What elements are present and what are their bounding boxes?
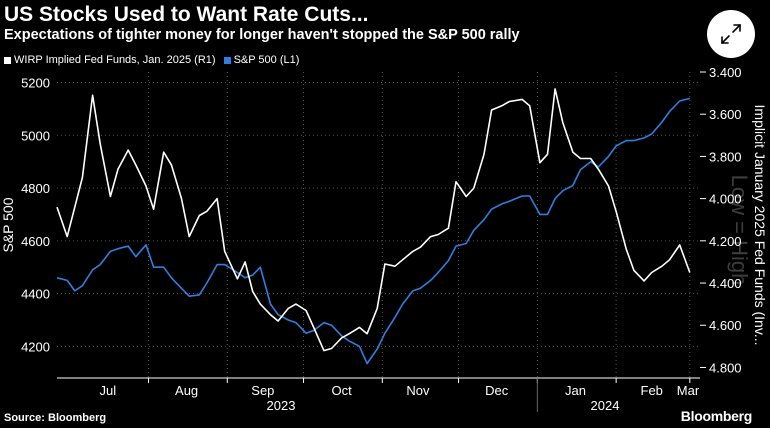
x-tick-label: Feb xyxy=(641,383,663,398)
x-tick-label: Oct xyxy=(332,383,353,398)
y-right-tick-label: 4.600 xyxy=(709,318,742,333)
y-right-tick-label: 3.800 xyxy=(709,149,742,164)
y-right-axis-title: Implicit January 2025 Fed Funds (Inv... xyxy=(752,105,768,346)
legend-label-spx: S&P 500 (L1) xyxy=(233,54,300,66)
x-tick-label: Nov xyxy=(406,383,430,398)
x-tick-label: Sep xyxy=(251,383,274,398)
legend-item-wirp: WIRP Implied Fed Funds, Jan. 2025 (R1) xyxy=(4,54,216,66)
y-left-tick-label: 4800 xyxy=(21,181,50,196)
y-right-tick-label: 4.200 xyxy=(709,234,742,249)
watermark-label: Low = High xyxy=(727,175,752,286)
y-left-tick-label: 5200 xyxy=(21,76,50,91)
bloomberg-logo: Bloomberg xyxy=(680,408,753,424)
legend-item-spx: S&P 500 (L1) xyxy=(223,54,300,66)
y-right-tick-label: 4.800 xyxy=(709,360,742,375)
legend-swatch-spx xyxy=(223,56,231,64)
y-right-tick-label: 4.000 xyxy=(709,192,742,207)
x-year-label: 2023 xyxy=(267,398,296,413)
source-note: Source: Bloomberg xyxy=(4,412,107,424)
expand-arrows-icon xyxy=(721,24,741,44)
x-tick-label: Dec xyxy=(485,383,509,398)
x-tick-label: Jul xyxy=(100,383,117,398)
chart-title: US Stocks Used to Want Rate Cuts... xyxy=(4,3,369,26)
x-year-label: 2024 xyxy=(591,398,620,413)
spx-series-line xyxy=(56,97,690,365)
y-right-tick-label: 3.400 xyxy=(709,65,742,80)
chart-legend: WIRP Implied Fed Funds, Jan. 2025 (R1) S… xyxy=(4,54,299,66)
expand-button[interactable] xyxy=(707,10,755,58)
chart-subtitle: Expectations of tighter money for longer… xyxy=(4,27,520,43)
y-right-tick-label: 3.600 xyxy=(709,107,742,122)
y-left-tick-label: 5000 xyxy=(21,128,50,143)
y-left-tick-label: 4200 xyxy=(21,339,50,354)
y-left-axis-title: S&P 500 xyxy=(0,197,16,252)
y-left-tick-label: 4600 xyxy=(21,234,50,249)
x-tick-label: Aug xyxy=(175,383,198,398)
legend-swatch-wirp xyxy=(4,56,11,64)
x-tick-label: Mar xyxy=(677,383,700,398)
wirp-series-line xyxy=(56,88,691,352)
x-tick-label: Jan xyxy=(565,383,586,398)
y-left-tick-label: 4400 xyxy=(21,287,50,302)
legend-label-wirp: WIRP Implied Fed Funds, Jan. 2025 (R1) xyxy=(14,54,216,66)
y-right-tick-label: 4.400 xyxy=(709,276,742,291)
